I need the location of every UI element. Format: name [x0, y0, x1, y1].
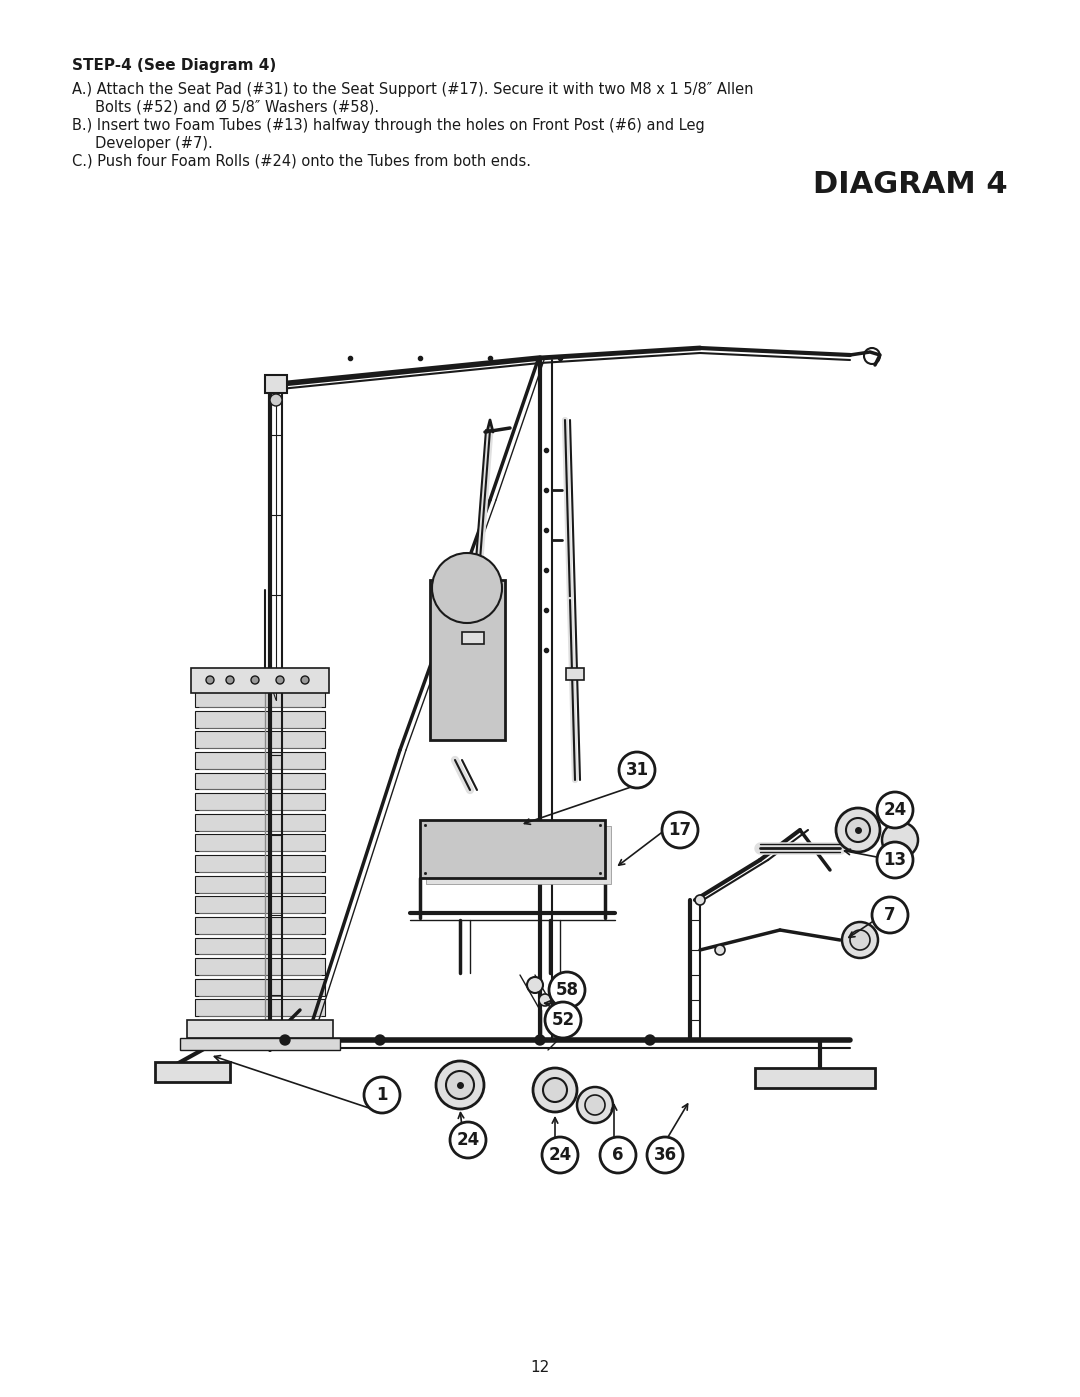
Circle shape — [877, 792, 913, 828]
Circle shape — [432, 553, 502, 623]
Circle shape — [535, 1035, 545, 1045]
Circle shape — [545, 1002, 581, 1038]
Circle shape — [534, 1067, 577, 1112]
Text: 17: 17 — [669, 821, 691, 840]
Text: DIAGRAM 4: DIAGRAM 4 — [813, 170, 1008, 198]
Text: Developer (#7).: Developer (#7). — [72, 136, 213, 151]
Bar — [430, 580, 505, 740]
Text: 52: 52 — [552, 1011, 575, 1030]
Circle shape — [850, 930, 870, 950]
Text: 7: 7 — [885, 907, 895, 923]
Text: 58: 58 — [555, 981, 579, 999]
Circle shape — [877, 842, 913, 877]
Circle shape — [882, 821, 918, 858]
Circle shape — [715, 944, 725, 956]
Circle shape — [662, 812, 698, 848]
Bar — [195, 752, 325, 768]
Bar — [420, 820, 605, 877]
Bar — [755, 1067, 875, 1088]
Text: 24: 24 — [549, 1146, 571, 1164]
Bar — [195, 834, 325, 851]
Circle shape — [276, 676, 284, 685]
Circle shape — [600, 1137, 636, 1173]
Bar — [195, 958, 325, 975]
Circle shape — [527, 977, 543, 993]
Circle shape — [619, 752, 654, 788]
Text: STEP-4 (See Diagram 4): STEP-4 (See Diagram 4) — [72, 59, 276, 73]
Text: 1: 1 — [376, 1085, 388, 1104]
Bar — [195, 979, 325, 996]
Circle shape — [206, 676, 214, 685]
Bar — [195, 916, 325, 933]
Circle shape — [647, 1137, 683, 1173]
Text: C.) Push four Foam Rolls (#24) onto the Tubes from both ends.: C.) Push four Foam Rolls (#24) onto the … — [72, 154, 531, 169]
Circle shape — [549, 972, 585, 1009]
Circle shape — [539, 995, 551, 1006]
Bar — [195, 793, 325, 810]
Bar — [191, 668, 329, 693]
Circle shape — [846, 819, 870, 842]
Bar — [156, 1062, 230, 1083]
Bar — [195, 773, 325, 789]
Bar — [195, 690, 325, 707]
Text: 6: 6 — [612, 1146, 624, 1164]
Circle shape — [450, 1122, 486, 1158]
Circle shape — [696, 895, 705, 905]
Bar — [195, 999, 325, 1016]
Circle shape — [645, 1035, 654, 1045]
Circle shape — [585, 1095, 605, 1115]
Bar — [195, 937, 325, 954]
Text: 31: 31 — [625, 761, 649, 780]
Bar — [195, 855, 325, 872]
Circle shape — [280, 1035, 291, 1045]
Bar — [566, 668, 584, 680]
Bar — [195, 897, 325, 914]
Circle shape — [436, 1060, 484, 1109]
Bar — [462, 631, 484, 644]
Circle shape — [542, 1137, 578, 1173]
Text: 36: 36 — [653, 1146, 676, 1164]
Circle shape — [270, 394, 282, 407]
Circle shape — [872, 897, 908, 933]
Text: 12: 12 — [530, 1361, 550, 1375]
Circle shape — [446, 1071, 474, 1099]
Text: 24: 24 — [457, 1132, 480, 1148]
Bar — [195, 813, 325, 831]
Circle shape — [375, 1035, 384, 1045]
Text: 13: 13 — [883, 851, 906, 869]
Text: 24: 24 — [883, 800, 906, 819]
Bar — [187, 1020, 333, 1038]
Circle shape — [842, 922, 878, 958]
Circle shape — [577, 1087, 613, 1123]
Text: Bolts (#52) and Ø 5/8″ Washers (#58).: Bolts (#52) and Ø 5/8″ Washers (#58). — [72, 101, 379, 115]
Circle shape — [543, 1078, 567, 1102]
Bar — [180, 1038, 340, 1051]
Bar — [195, 711, 325, 728]
Circle shape — [836, 807, 880, 852]
Text: B.) Insert two Foam Tubes (#13) halfway through the holes on Front Post (#6) and: B.) Insert two Foam Tubes (#13) halfway … — [72, 117, 705, 133]
Circle shape — [301, 676, 309, 685]
Bar — [195, 876, 325, 893]
Circle shape — [364, 1077, 400, 1113]
Text: A.) Attach the Seat Pad (#31) to the Seat Support (#17). Secure it with two M8 x: A.) Attach the Seat Pad (#31) to the Sea… — [72, 82, 754, 96]
Bar — [426, 826, 611, 884]
Bar — [195, 731, 325, 749]
Circle shape — [226, 676, 234, 685]
Bar — [265, 374, 287, 393]
Circle shape — [251, 676, 259, 685]
